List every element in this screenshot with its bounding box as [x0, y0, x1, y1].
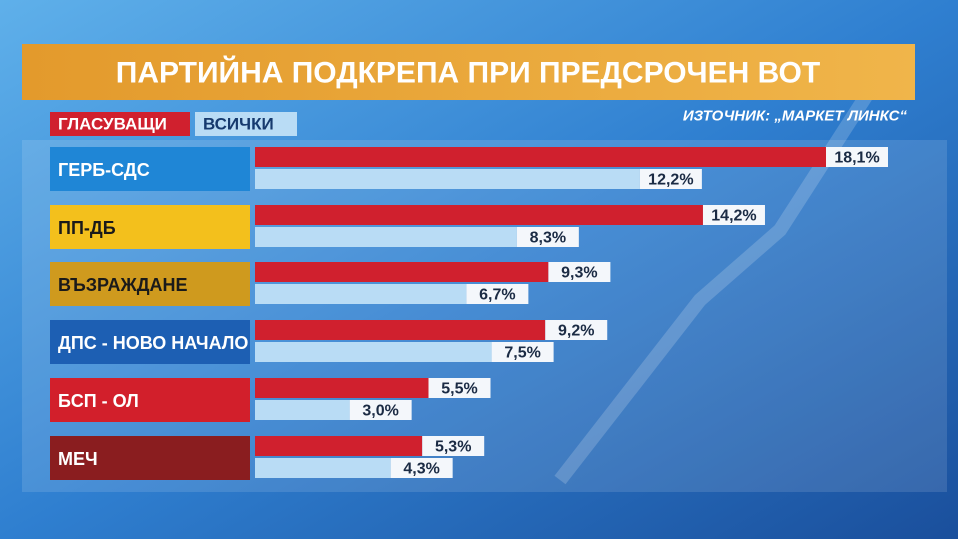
bar — [255, 378, 429, 398]
value-label-box — [390, 458, 453, 478]
value-label-box — [466, 284, 529, 304]
legend-swatch — [50, 112, 190, 136]
category-box — [50, 436, 250, 480]
value-label: 7,5% — [504, 345, 540, 362]
category-label: ГЕРБ-СДС — [58, 160, 150, 180]
value-label: 5,5% — [441, 381, 477, 398]
bar — [255, 320, 546, 340]
bar — [255, 400, 350, 420]
value-label-box — [826, 147, 888, 167]
value-label-box — [349, 400, 412, 420]
value-label-box — [548, 262, 611, 282]
category-box — [50, 262, 250, 306]
value-label-box — [702, 205, 765, 225]
category-label: ПП-ДБ — [58, 218, 116, 238]
panel — [22, 140, 947, 492]
bar — [255, 147, 826, 167]
value-label-box — [422, 436, 485, 456]
category-label: БСП - ОЛ — [58, 391, 139, 411]
bar — [255, 458, 391, 478]
legend-swatch — [195, 112, 297, 136]
category-box — [50, 147, 250, 191]
bar — [255, 227, 517, 247]
bar — [255, 205, 703, 225]
legend-label: ВСИЧКИ — [203, 115, 274, 134]
chart-title: ПАРТИЙНА ПОДКРЕПА ПРИ ПРЕДСРОЧЕН ВОТ — [116, 56, 820, 90]
title-bar — [22, 44, 915, 100]
value-label: 6,7% — [479, 287, 515, 304]
value-label-box — [639, 169, 702, 189]
bar — [255, 169, 640, 189]
bar — [255, 436, 423, 456]
value-label-box — [545, 320, 608, 340]
value-label: 4,3% — [403, 461, 439, 478]
category-label: ВЪЗРАЖДАНЕ — [58, 275, 188, 295]
value-label-box — [428, 378, 491, 398]
value-label: 9,2% — [558, 323, 594, 340]
value-label-box — [491, 342, 554, 362]
category-box — [50, 378, 250, 422]
value-label: 5,3% — [435, 439, 471, 456]
category-label: МЕЧ — [58, 449, 98, 469]
bar — [255, 342, 492, 362]
value-label: 9,3% — [561, 265, 597, 282]
legend-label: ГЛАСУВАЩИ — [58, 115, 167, 134]
category-label: ДПС - НОВО НАЧАЛО — [58, 333, 248, 353]
value-label: 14,2% — [711, 208, 756, 225]
value-label: 18,1% — [834, 150, 879, 167]
value-label: 3,0% — [362, 403, 398, 420]
category-box — [50, 320, 250, 364]
source: ИЗТОЧНИК: „МАРКЕТ ЛИНКС“ — [683, 108, 908, 125]
value-label-box — [516, 227, 579, 247]
bar — [255, 284, 467, 304]
category-box — [50, 205, 250, 249]
value-label: 8,3% — [530, 230, 566, 247]
value-label: 12,2% — [648, 172, 693, 189]
bar — [255, 262, 549, 282]
